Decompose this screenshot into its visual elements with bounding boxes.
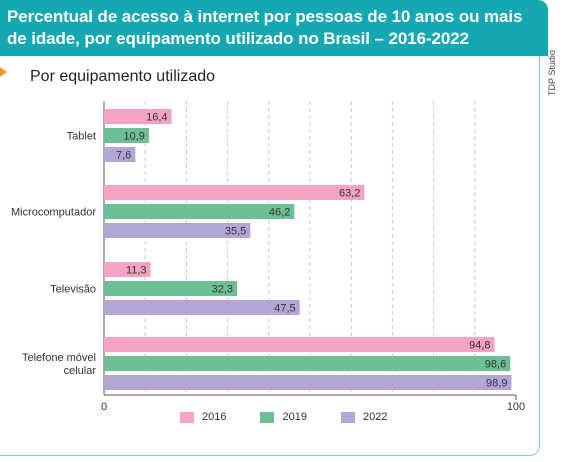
legend-item-2019: 2019: [260, 411, 307, 423]
data-label: 16,4: [146, 112, 167, 124]
category-label: celular: [64, 365, 97, 377]
legend-swatch-2016: [180, 411, 194, 423]
bar: [104, 185, 365, 200]
legend-label-2022: 2022: [362, 411, 388, 423]
category-label: Telefone móvel: [22, 352, 96, 364]
bar: [104, 337, 495, 352]
legend-swatch-2019: [260, 411, 275, 423]
category-label: Televisão: [50, 284, 96, 296]
bar: [104, 375, 512, 390]
chart-title: Percentual de acesso à internet por pess…: [7, 7, 523, 48]
orange-marker-icon: [0, 67, 7, 77]
data-label: 7,6: [116, 150, 131, 162]
legend-label-2016: 2016: [202, 411, 227, 423]
x-tick-label: 0: [101, 401, 107, 413]
data-label: 32,3: [212, 284, 233, 296]
legend-label-2019: 2019: [282, 411, 307, 423]
bar: [104, 262, 151, 277]
bar: [104, 281, 238, 296]
x-tick-label: 100: [507, 401, 525, 413]
legend-item-2022: 2022: [340, 411, 388, 423]
data-label: 11,3: [126, 265, 147, 277]
data-label: 98,9: [486, 378, 507, 390]
bar: [104, 356, 511, 371]
legend-item-2016: 2016: [180, 411, 226, 423]
category-label: Microcomputador: [11, 207, 96, 219]
data-label: 94,8: [469, 340, 490, 352]
chart-subtitle: Por equipamento utilizado: [30, 68, 216, 85]
data-label: 98,6: [485, 359, 506, 371]
bar: [104, 109, 172, 124]
bar: [104, 300, 300, 315]
data-label: 10,9: [123, 131, 144, 143]
bar: [104, 147, 136, 162]
bar: [104, 204, 295, 219]
data-label: 35,5: [225, 226, 246, 238]
bar: [104, 128, 149, 143]
legend-swatch-2022: [340, 411, 355, 423]
legend: 2016 2019 2022: [180, 411, 387, 423]
data-label: 46,2: [269, 207, 290, 219]
data-label: 47,5: [274, 303, 295, 315]
data-label: 63,2: [339, 188, 360, 200]
category-label: Tablet: [67, 131, 96, 143]
chart-card: [0, 56, 540, 456]
title-bar: Percentual de acesso à internet por pess…: [0, 0, 548, 56]
bar: [104, 223, 251, 238]
